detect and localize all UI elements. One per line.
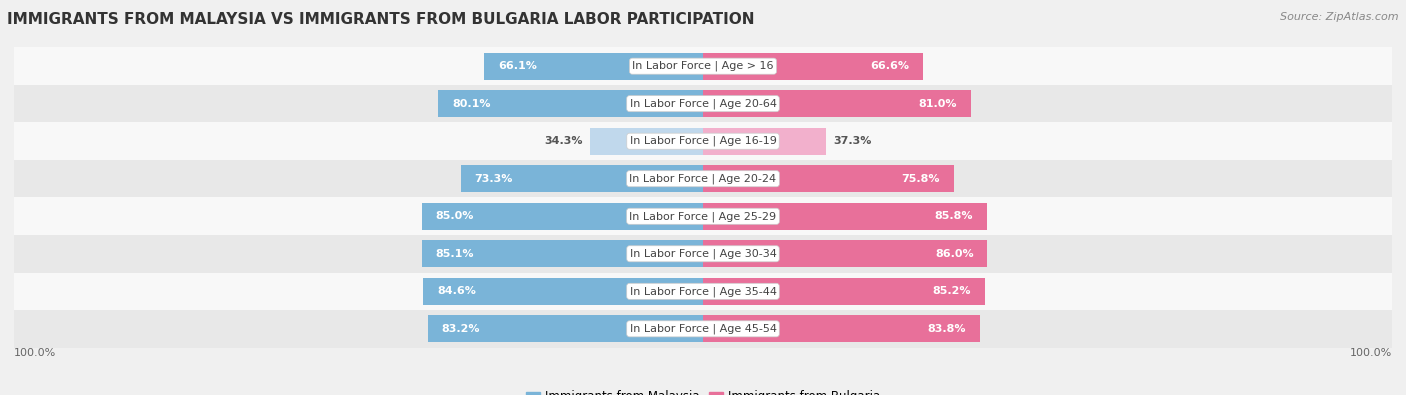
- Bar: [439, 90, 703, 117]
- Text: 73.3%: 73.3%: [474, 174, 513, 184]
- Bar: [589, 128, 703, 155]
- Text: 66.6%: 66.6%: [870, 61, 910, 71]
- Text: Source: ZipAtlas.com: Source: ZipAtlas.com: [1281, 12, 1399, 22]
- Text: 86.0%: 86.0%: [935, 249, 973, 259]
- Text: In Labor Force | Age > 16: In Labor Force | Age > 16: [633, 61, 773, 71]
- Text: In Labor Force | Age 20-64: In Labor Force | Age 20-64: [630, 98, 776, 109]
- Text: In Labor Force | Age 30-34: In Labor Force | Age 30-34: [630, 248, 776, 259]
- Bar: [14, 235, 1392, 273]
- Text: 34.3%: 34.3%: [544, 136, 582, 146]
- Text: 100.0%: 100.0%: [1350, 348, 1392, 357]
- Text: 84.6%: 84.6%: [437, 286, 475, 296]
- Text: 85.0%: 85.0%: [436, 211, 474, 221]
- Text: 85.1%: 85.1%: [436, 249, 474, 259]
- Text: 37.3%: 37.3%: [834, 136, 872, 146]
- Text: In Labor Force | Age 35-44: In Labor Force | Age 35-44: [630, 286, 776, 297]
- Text: 83.8%: 83.8%: [928, 324, 966, 334]
- Text: 81.0%: 81.0%: [918, 99, 957, 109]
- Bar: [423, 278, 703, 305]
- Legend: Immigrants from Malaysia, Immigrants from Bulgaria: Immigrants from Malaysia, Immigrants fro…: [522, 385, 884, 395]
- Text: IMMIGRANTS FROM MALAYSIA VS IMMIGRANTS FROM BULGARIA LABOR PARTICIPATION: IMMIGRANTS FROM MALAYSIA VS IMMIGRANTS F…: [7, 12, 755, 27]
- Bar: [14, 47, 1392, 85]
- Text: 66.1%: 66.1%: [498, 61, 537, 71]
- Bar: [703, 165, 953, 192]
- Bar: [703, 90, 972, 117]
- Bar: [703, 240, 987, 267]
- Bar: [485, 53, 703, 80]
- Bar: [14, 160, 1392, 198]
- Text: 75.8%: 75.8%: [901, 174, 939, 184]
- Text: In Labor Force | Age 20-24: In Labor Force | Age 20-24: [630, 173, 776, 184]
- Bar: [14, 85, 1392, 122]
- Bar: [703, 53, 924, 80]
- Text: 85.8%: 85.8%: [935, 211, 973, 221]
- Bar: [703, 315, 980, 342]
- Bar: [14, 273, 1392, 310]
- Bar: [703, 203, 987, 230]
- Text: In Labor Force | Age 45-54: In Labor Force | Age 45-54: [630, 324, 776, 334]
- Bar: [427, 315, 703, 342]
- Bar: [14, 198, 1392, 235]
- Text: 83.2%: 83.2%: [441, 324, 479, 334]
- Text: In Labor Force | Age 25-29: In Labor Force | Age 25-29: [630, 211, 776, 222]
- Bar: [461, 165, 703, 192]
- Bar: [703, 278, 984, 305]
- Bar: [422, 203, 703, 230]
- Bar: [14, 122, 1392, 160]
- Text: 80.1%: 80.1%: [451, 99, 491, 109]
- Text: 100.0%: 100.0%: [14, 348, 56, 357]
- Text: In Labor Force | Age 16-19: In Labor Force | Age 16-19: [630, 136, 776, 147]
- Bar: [703, 128, 827, 155]
- Bar: [422, 240, 703, 267]
- Bar: [14, 310, 1392, 348]
- Text: 85.2%: 85.2%: [932, 286, 972, 296]
